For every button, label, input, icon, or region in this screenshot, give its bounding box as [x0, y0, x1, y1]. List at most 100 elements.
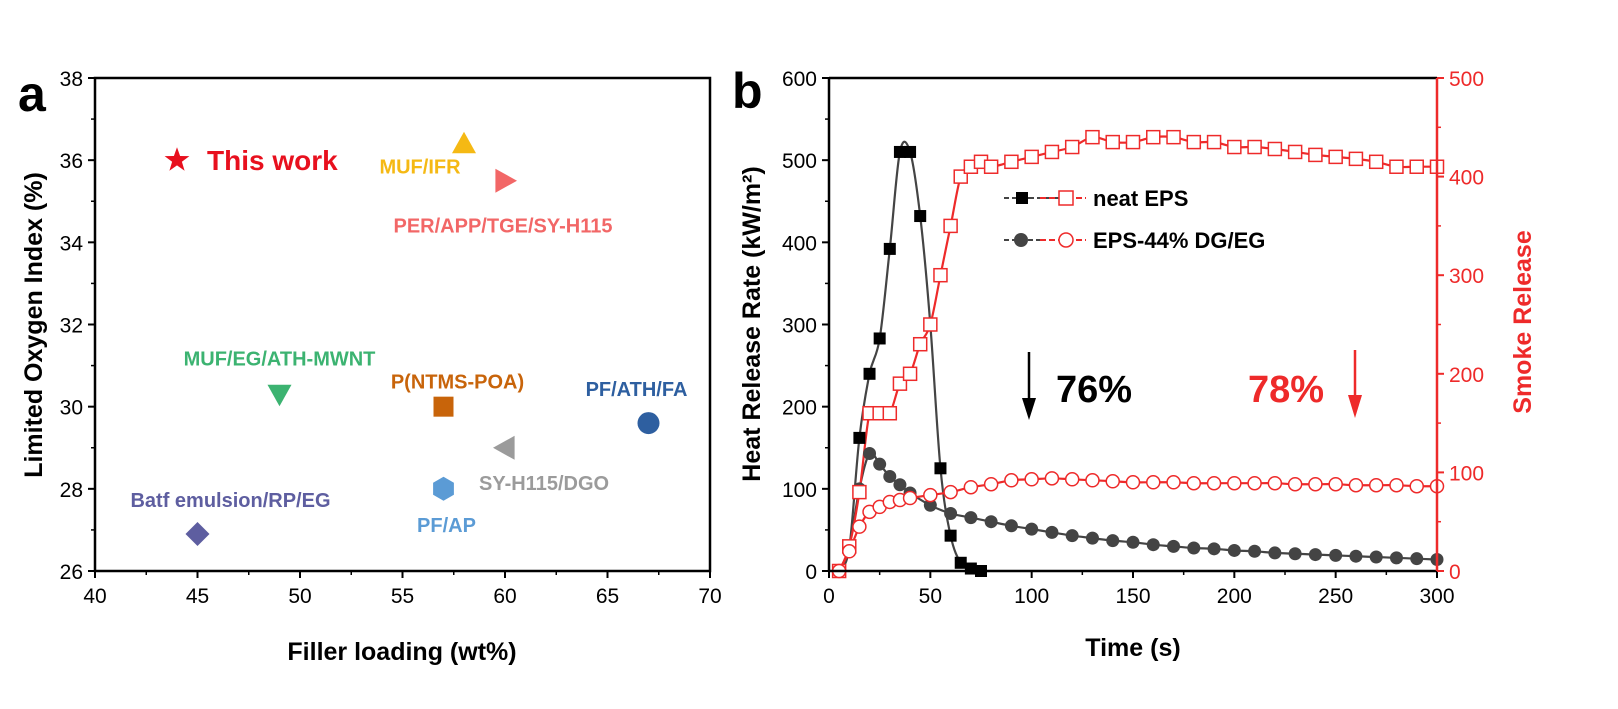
panel-b: b 0 50 100 150 200 250 300 0 100 200 300 400 500 600… — [732, 63, 1537, 662]
panel-b-left-y-axis-title: Heat Release Rate (kW/m²) — [738, 166, 766, 481]
data-point-neat-eps-right — [1125, 134, 1141, 150]
data-point-neat-eps-left — [954, 556, 967, 569]
x-tick-label: 300 — [1419, 585, 1454, 608]
data-point-eps-44-dg-eg-left — [1106, 534, 1120, 548]
panel-b-legend: neat EPS EPS-44% DG/EG — [1004, 186, 1265, 253]
data-point-eps-44-dg-eg-left — [1025, 522, 1039, 536]
data-point-neat-eps-right — [1409, 159, 1424, 174]
data-point-eps-44-dg-eg-left — [863, 447, 877, 461]
data-point-eps-44-dg-eg-left — [1065, 529, 1079, 543]
data-point-eps-44-dg-eg-right — [1085, 473, 1100, 488]
batf-emulsion-rp-eg-label: Batf emulsion/RP/EG — [130, 490, 330, 512]
data-point-eps-44-dg-eg-right — [1186, 475, 1202, 491]
data-point-eps-44-dg-eg-right — [1125, 475, 1141, 490]
per-app-tge-sy-h115-marker — [495, 168, 517, 193]
data-point-eps-44-dg-eg-right — [1308, 476, 1323, 492]
data-point-eps-44-dg-eg-left — [883, 470, 897, 484]
data-point-eps-44-dg-eg-left — [1187, 541, 1201, 555]
y-tick-label: 34 — [60, 232, 84, 255]
data-point-eps-44-dg-eg-left — [1308, 548, 1322, 562]
data-point-eps-44-dg-eg-left — [944, 506, 958, 520]
data-point-eps-44-dg-eg-left — [1288, 547, 1302, 561]
data-point-eps-44-dg-eg-left — [1248, 544, 1262, 558]
data-point-neat-eps-right — [1105, 134, 1120, 150]
x-tick-label: 150 — [1115, 585, 1150, 608]
data-point-eps-44-dg-eg-right — [1166, 475, 1181, 490]
data-point-neat-eps-left — [873, 332, 886, 345]
data-point-neat-eps-left — [893, 145, 906, 158]
data-point-neat-eps-right — [1247, 139, 1262, 155]
muf-ifr-label: MUF/IFR — [379, 157, 461, 179]
data-point-neat-eps-left — [863, 367, 876, 380]
data-point-eps-44-dg-eg-left — [984, 515, 998, 529]
panel-a-letter: a — [18, 66, 47, 122]
x-tick-label: 100 — [1014, 585, 1049, 608]
data-point-eps-44-dg-eg-right — [1368, 477, 1384, 493]
data-point-neat-eps-right — [1389, 159, 1404, 174]
data-point-neat-eps-right — [852, 484, 867, 500]
legend-label-neat-eps: neat EPS — [1093, 186, 1188, 211]
y-tick-label: 28 — [60, 479, 83, 502]
data-point-neat-eps-right — [1267, 141, 1283, 157]
right-y-tick-label: 100 — [1449, 462, 1484, 485]
x-tick-label: 0 — [823, 585, 835, 608]
hrr-reduction-label: 76% — [1056, 369, 1132, 411]
data-point-neat-eps-right — [1146, 129, 1161, 145]
right-y-tick-label: 400 — [1449, 167, 1484, 190]
data-point-neat-eps-right — [1206, 134, 1222, 150]
data-point-neat-eps-right — [1024, 149, 1039, 165]
y-tick-label: 38 — [60, 68, 83, 91]
per-app-tge-sy-h115-label: PER/APP/TGE/SY-H115 — [394, 216, 613, 238]
data-point-neat-eps-right — [1166, 129, 1181, 145]
data-point-eps-44-dg-eg-right — [923, 487, 938, 503]
data-point-eps-44-dg-eg-left — [873, 457, 887, 471]
p-ntms-poa-marker — [433, 396, 454, 417]
left-y-tick-label: 500 — [782, 150, 817, 173]
data-point-eps-44-dg-eg-left — [1349, 549, 1363, 563]
series-line-eps-44-dg-eg-left — [838, 451, 1438, 572]
hrr-reduction-annotation: 76% — [1022, 352, 1132, 420]
data-point-eps-44-dg-eg-right — [1004, 473, 1019, 488]
data-point-neat-eps-right — [1186, 134, 1202, 150]
left-y-tick-label: 200 — [782, 397, 817, 420]
y-tick-label: 36 — [60, 150, 83, 173]
data-point-neat-eps-right — [1328, 149, 1343, 165]
panel-a-y-axis-title: Limited Oxygen Index (%) — [20, 172, 48, 478]
data-point-eps-44-dg-eg-right — [1044, 471, 1060, 486]
data-point-neat-eps-left — [883, 242, 896, 255]
left-y-tick-label: 600 — [782, 68, 817, 91]
left-y-tick-label: 0 — [805, 561, 817, 584]
data-point-eps-44-dg-eg-left — [1085, 531, 1099, 545]
data-point-eps-44-dg-eg-right — [1227, 475, 1242, 491]
data-point-neat-eps-right — [912, 336, 928, 352]
left-y-tick-label: 300 — [782, 315, 817, 338]
data-point-neat-eps-left — [853, 431, 866, 444]
x-tick-label: 40 — [83, 585, 106, 608]
data-point-eps-44-dg-eg-right — [1409, 478, 1424, 494]
data-point-eps-44-dg-eg-left — [1389, 551, 1403, 565]
x-tick-label: 45 — [186, 585, 209, 608]
y-tick-label: 30 — [60, 397, 83, 420]
data-point-neat-eps-right — [1348, 151, 1364, 167]
this-work-label: This work — [207, 145, 338, 176]
data-point-eps-44-dg-eg-left — [893, 478, 907, 492]
data-point-eps-44-dg-eg-right — [1146, 475, 1161, 490]
y-tick-label: 32 — [60, 315, 83, 338]
data-point-eps-44-dg-eg-left — [1329, 548, 1343, 562]
panel-a-points: This work MUF/IFR PER/APP/TGE/SY-H115 MUF/E… — [130, 131, 687, 546]
data-point-neat-eps-right — [1308, 147, 1323, 163]
right-y-tick-label: 300 — [1449, 265, 1484, 288]
data-point-eps-44-dg-eg-left — [923, 498, 937, 512]
data-point-eps-44-dg-eg-right — [1105, 474, 1120, 489]
legend-marker-square-open — [1058, 190, 1074, 206]
pf-ap-marker — [433, 476, 454, 501]
panel-a-x-axis-title: Filler loading (wt%) — [287, 638, 516, 666]
data-point-eps-44-dg-eg-left — [1126, 535, 1140, 549]
legend-item-eps-dg-eg: EPS-44% DG/EG — [1004, 228, 1265, 253]
panel-a-y-ticks: 26 28 30 32 34 36 38 — [60, 68, 95, 584]
panel-b-x-axis-title: Time (s) — [1085, 634, 1180, 662]
data-point-neat-eps-right — [983, 159, 999, 174]
data-point-eps-44-dg-eg-left — [1146, 538, 1160, 552]
data-point-neat-eps-right — [933, 267, 948, 283]
